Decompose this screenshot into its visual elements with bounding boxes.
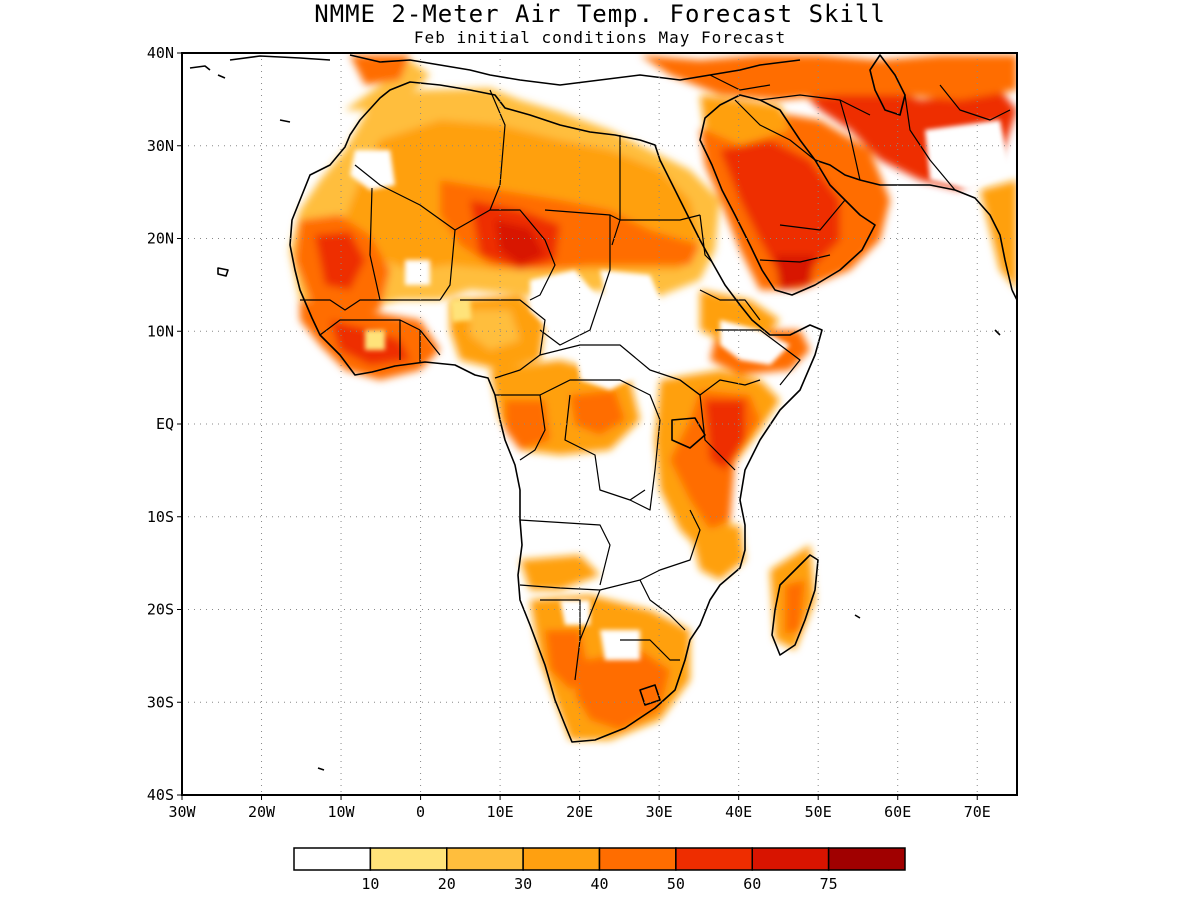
lon-tick-label: 70E (964, 803, 991, 821)
colorbar-label: 50 (667, 875, 685, 893)
map-subtitle: Feb initial conditions May Forecast (413, 28, 787, 47)
colorbar-swatch (598, 847, 677, 871)
colorbar-label: 20 (438, 875, 456, 893)
lat-tick-label: 40N (147, 44, 174, 62)
lat-tick-label: EQ (156, 415, 174, 433)
colorbar-swatch (675, 847, 753, 871)
lat-tick-label: 10S (147, 508, 174, 526)
colorbar-swatch (293, 847, 372, 871)
lat-tick-label: 30N (147, 137, 174, 155)
colorbar-label: 10 (361, 875, 379, 893)
map-gridlines (182, 53, 1017, 795)
colorbar-label: 40 (590, 875, 608, 893)
colorbar-swatch (369, 847, 448, 871)
lon-tick-label: 40E (725, 803, 752, 821)
lon-tick-label: 20W (248, 803, 276, 821)
colorbar-swatch (827, 847, 906, 871)
lat-tick-label: 20S (147, 601, 174, 619)
map-title: NMME 2-Meter Air Temp. Forecast Skill (314, 0, 886, 28)
lon-tick-label: 50E (805, 803, 832, 821)
lon-tick-label: 60E (884, 803, 911, 821)
lon-tick-label: 30W (168, 803, 196, 821)
country-borders (300, 74, 1011, 681)
colorbar-swatch (522, 847, 601, 871)
colorbar-label: 30 (514, 875, 532, 893)
coastlines (189, 54, 1017, 771)
lon-tick-label: 0 (416, 803, 425, 821)
colorbar-swatch (446, 847, 524, 871)
colorbar-swatch (751, 847, 830, 871)
lat-tick-label: 40S (147, 786, 174, 804)
colorbar-label: 60 (743, 875, 761, 893)
lon-tick-label: 30E (646, 803, 673, 821)
lon-tick-label: 10E (487, 803, 514, 821)
lon-tick-label: 20E (566, 803, 593, 821)
colorbar: 10 20 30 40 50 60 75 (293, 847, 906, 893)
skill-shading (290, 55, 1017, 740)
lat-tick-label: 30S (147, 693, 174, 711)
longitude-labels: 30W 20W 10W 0 10E 20E 30E 40E 50E 60E 70E (168, 795, 991, 821)
lat-tick-label: 20N (147, 230, 174, 248)
lat-tick-label: 10N (147, 322, 174, 340)
colorbar-label: 75 (820, 875, 838, 893)
latitude-labels: 40N 30N 20N 10N EQ 10S 20S 30S 40S (147, 44, 182, 804)
lon-tick-label: 10W (328, 803, 356, 821)
